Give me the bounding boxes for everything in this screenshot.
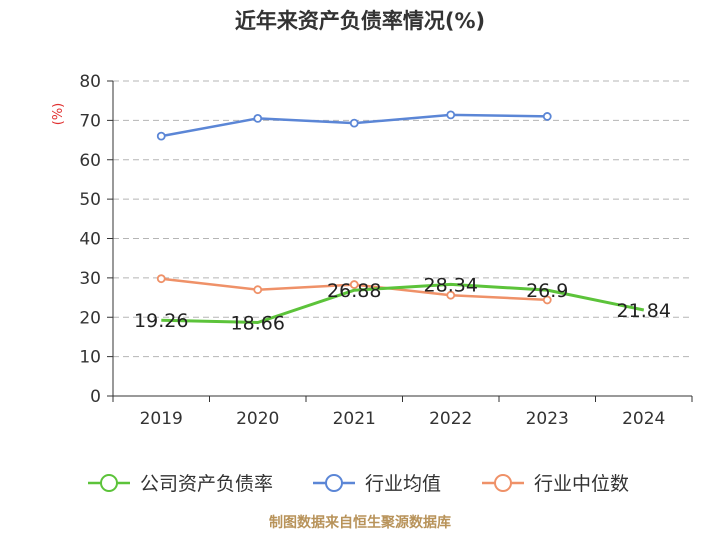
legend-marker xyxy=(100,474,118,492)
y-tick-label: 10 xyxy=(79,348,101,368)
data-point[interactable] xyxy=(156,131,166,141)
x-tick-label: 2022 xyxy=(429,409,472,429)
data-label: 26.88 xyxy=(327,280,381,302)
y-axis-unit: (%) xyxy=(51,103,66,126)
data-point[interactable] xyxy=(446,110,456,120)
data-label: 19.26 xyxy=(134,310,188,332)
data-point[interactable] xyxy=(253,285,263,295)
data-point[interactable] xyxy=(542,112,552,121)
data-point[interactable] xyxy=(542,295,552,305)
data-point[interactable] xyxy=(349,118,359,128)
series-0 xyxy=(161,282,645,324)
series-1 xyxy=(156,110,552,141)
series-line xyxy=(161,282,645,324)
series-layer xyxy=(156,110,645,324)
data-label: 18.66 xyxy=(231,313,285,335)
chart-title: 近年来资产负债率情况(%) xyxy=(235,9,485,33)
series-2 xyxy=(156,274,552,305)
data-label: 26.9 xyxy=(526,280,568,302)
legend[interactable]: 公司资产负债率 行业均值 行业中位数 xyxy=(88,473,629,495)
y-tick-label: 0 xyxy=(90,387,101,407)
y-tick-label: 20 xyxy=(79,308,101,328)
data-labels: 19.26 18.66 26.88 28.34 26.9 21.84 xyxy=(134,274,671,334)
y-tick-label: 70 xyxy=(79,111,101,131)
legend-label: 行业中位数 xyxy=(534,473,629,495)
data-point[interactable] xyxy=(446,290,456,300)
x-tick-label: 2019 xyxy=(140,409,183,429)
legend-item[interactable]: 行业中位数 xyxy=(482,473,629,495)
legend-item[interactable]: 公司资产负债率 xyxy=(88,473,273,495)
x-tick-label: 2020 xyxy=(236,409,279,429)
data-label: 21.84 xyxy=(617,300,671,322)
data-point[interactable] xyxy=(349,280,359,289)
y-tick-label: 40 xyxy=(79,230,101,250)
data-label: 28.34 xyxy=(424,274,478,296)
legend-label: 公司资产负债率 xyxy=(140,473,273,495)
x-tick-label: 2023 xyxy=(526,409,569,429)
source-note: 制图数据来自恒生聚源数据库 xyxy=(269,514,451,531)
data-point[interactable] xyxy=(156,274,166,284)
legend-marker xyxy=(494,474,512,492)
y-tick-label: 30 xyxy=(79,269,101,289)
data-point[interactable] xyxy=(253,114,263,123)
legend-label: 行业均值 xyxy=(365,473,441,495)
grid xyxy=(113,80,692,358)
axes: 0 10 20 30 40 50 60 70 80 2019 2020 2021 2022 2023 202… xyxy=(79,72,693,429)
x-tick-label: 2024 xyxy=(622,409,665,429)
legend-marker xyxy=(325,474,343,492)
y-tick-label: 80 xyxy=(79,72,101,92)
legend-item[interactable]: 行业均值 xyxy=(313,473,441,495)
y-tick-label: 50 xyxy=(79,190,101,210)
y-tick-label: 60 xyxy=(79,151,101,171)
x-tick-label: 2021 xyxy=(333,409,376,429)
